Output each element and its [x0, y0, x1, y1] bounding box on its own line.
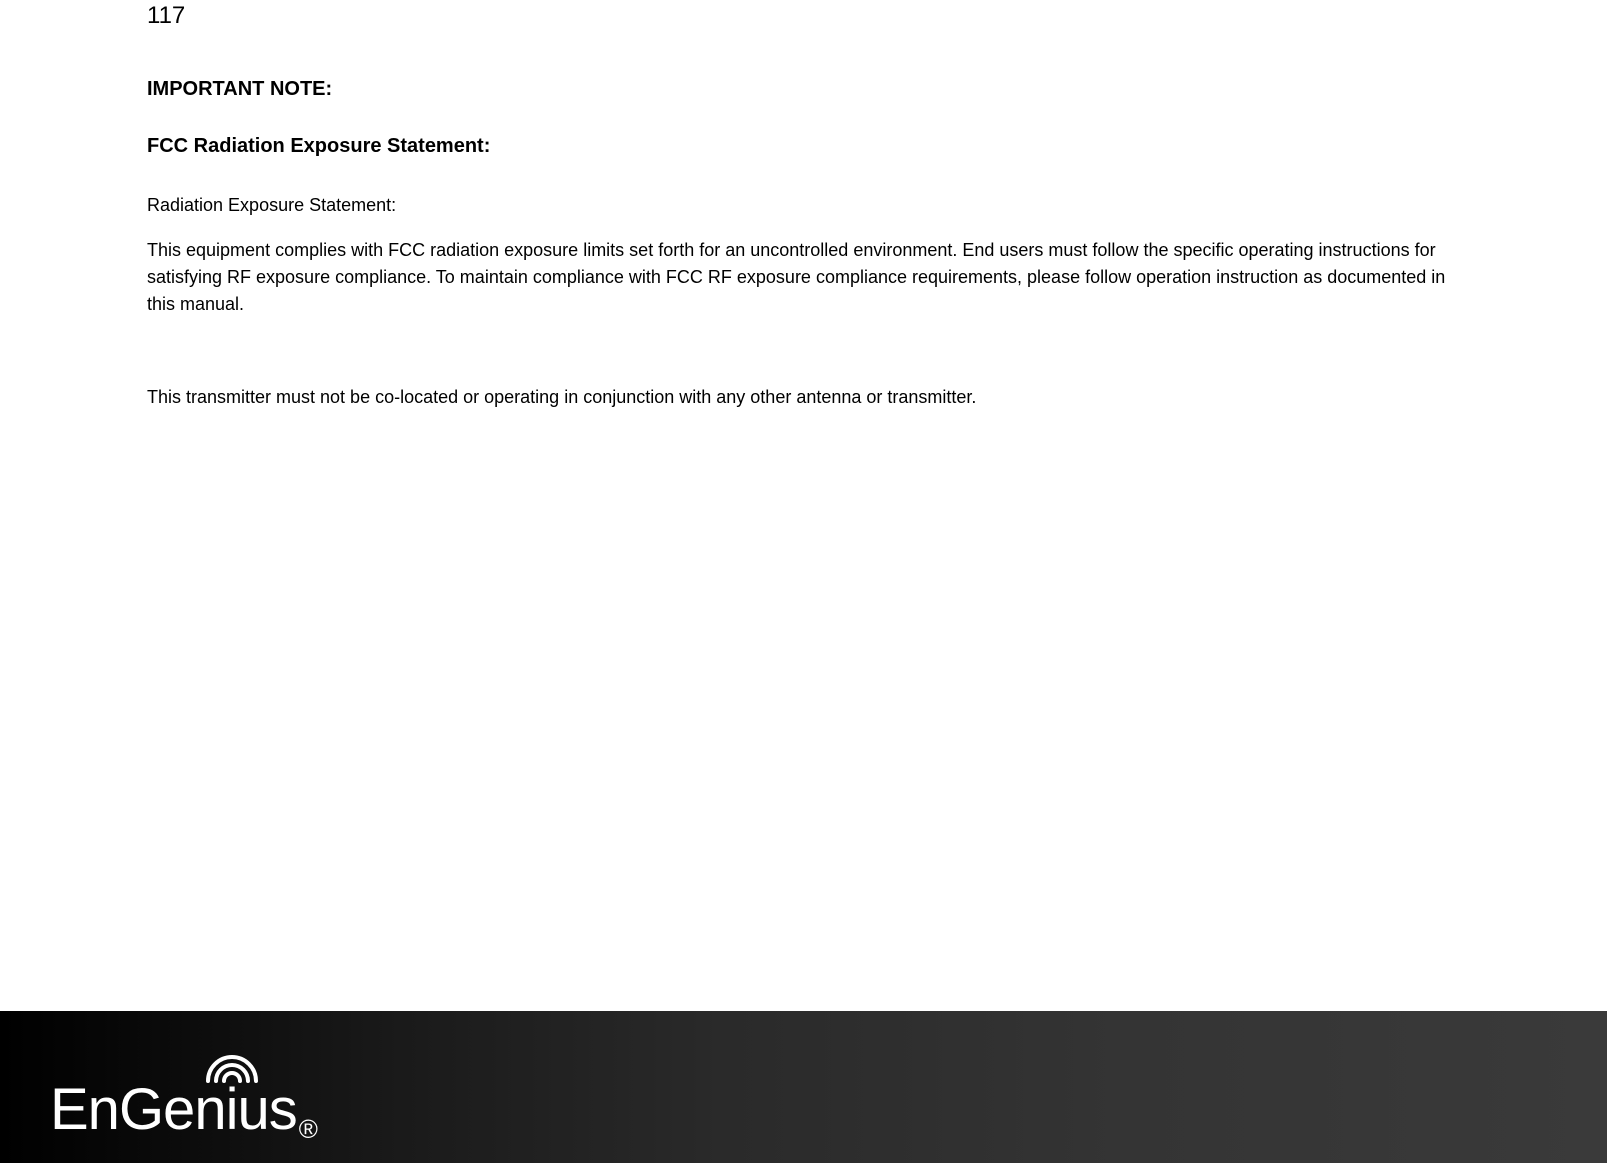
paragraph-1: Radiation Exposure Statement:: [147, 192, 1467, 219]
page-number: 117: [147, 2, 1467, 30]
wifi-arc-icon: [204, 1051, 260, 1085]
paragraph-2: This equipment complies with FCC radiati…: [147, 237, 1467, 318]
document-page: 117 IMPORTANT NOTE: FCC Radiation Exposu…: [0, 0, 1607, 1163]
footer-bar: EnGen i us®: [0, 1011, 1607, 1163]
heading-important-note: IMPORTANT NOTE:: [147, 78, 1467, 101]
registered-trademark-icon: ®: [299, 1114, 318, 1145]
logo-text-us: us: [237, 1081, 296, 1139]
logo-text-i: i: [226, 1077, 238, 1142]
spacer: [147, 336, 1467, 384]
content-area: 117 IMPORTANT NOTE: FCC Radiation Exposu…: [147, 0, 1467, 429]
heading-fcc-statement: FCC Radiation Exposure Statement:: [147, 135, 1467, 158]
paragraph-3: This transmitter must not be co-located …: [147, 384, 1467, 411]
logo-text-engen: EnGen: [50, 1081, 226, 1139]
logo-i-with-arc: i: [226, 1081, 238, 1139]
engenius-logo: EnGen i us®: [50, 1081, 318, 1139]
